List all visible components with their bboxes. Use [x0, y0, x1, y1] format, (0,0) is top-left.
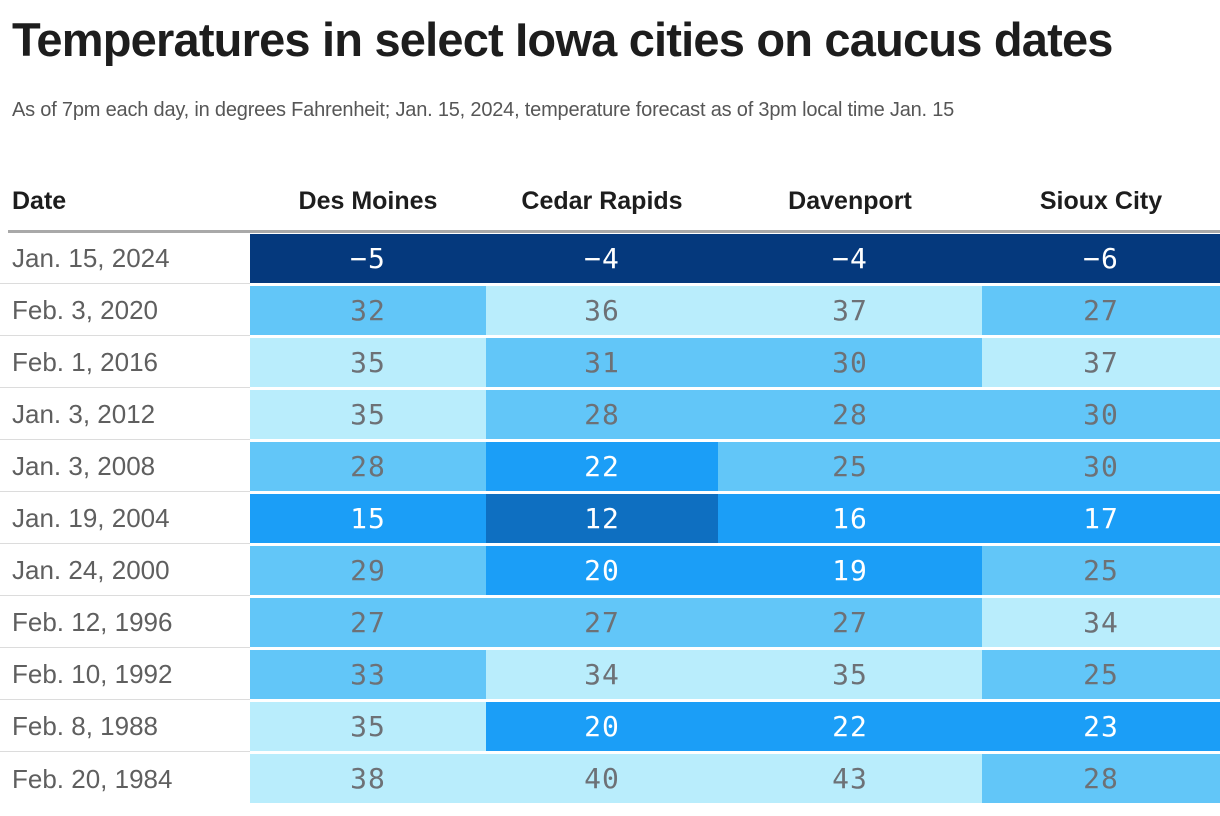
temp-cell: 30 — [982, 390, 1220, 439]
table-header: Date Des Moines Cedar Rapids Davenport S… — [0, 182, 1220, 216]
table-row: Feb. 8, 1988 35 20 22 23 — [0, 702, 1220, 754]
temp-cell: 25 — [718, 442, 982, 491]
temp-cell: −4 — [718, 234, 982, 283]
page-title: Temperatures in select Iowa cities on ca… — [12, 13, 1113, 66]
column-header-date: Date — [12, 187, 67, 215]
temp-cell: 35 — [250, 390, 486, 439]
temp-cell: 36 — [486, 286, 718, 335]
temp-cell: 22 — [718, 702, 982, 751]
temp-cell: 25 — [982, 650, 1220, 699]
temp-cell: 29 — [250, 546, 486, 595]
temp-cell: 37 — [982, 338, 1220, 387]
temp-cell: 43 — [718, 754, 982, 803]
table-row: Feb. 1, 2016 35 31 30 37 — [0, 338, 1220, 390]
temp-cell: −6 — [982, 234, 1220, 283]
temp-cell: 28 — [250, 442, 486, 491]
row-date-label: Jan. 3, 2012 — [0, 390, 250, 440]
table-row: Jan. 15, 2024 −5 −4 −4 −6 — [0, 234, 1220, 286]
temp-cell: 37 — [718, 286, 982, 335]
temp-cell: −4 — [486, 234, 718, 283]
row-date-label: Feb. 1, 2016 — [0, 338, 250, 388]
header-divider — [8, 230, 1220, 233]
table-row: Feb. 10, 1992 33 34 35 25 — [0, 650, 1220, 702]
temp-cell: 28 — [718, 390, 982, 439]
temp-cell: 28 — [486, 390, 718, 439]
temp-cell: 33 — [250, 650, 486, 699]
temp-cell: 20 — [486, 546, 718, 595]
row-date-label: Jan. 15, 2024 — [0, 234, 250, 284]
temp-cell: 27 — [250, 598, 486, 647]
temp-cell: 22 — [486, 442, 718, 491]
temp-cell: 30 — [718, 338, 982, 387]
row-date-label: Feb. 20, 1984 — [12, 763, 173, 794]
column-header-cedar-rapids: Cedar Rapids — [521, 187, 683, 215]
chart-subtitle: As of 7pm each day, in degrees Fahrenhei… — [12, 99, 955, 121]
table-row: Jan. 3, 2008 28 22 25 30 — [0, 442, 1220, 494]
table-row: Jan. 24, 2000 29 20 19 25 — [0, 546, 1220, 598]
temp-cell: 12 — [486, 494, 718, 543]
temp-cell: 35 — [718, 650, 982, 699]
column-header-des-moines: Des Moines — [298, 187, 438, 215]
temp-cell: 38 — [250, 754, 486, 803]
temp-cell: 32 — [250, 286, 486, 335]
temp-cell: 27 — [718, 598, 982, 647]
temp-cell: 17 — [982, 494, 1220, 543]
table-row: Feb. 12, 1996 27 27 27 34 — [0, 598, 1220, 650]
temp-cell: 35 — [250, 702, 486, 751]
temp-cell: 34 — [486, 650, 718, 699]
temp-cell: 19 — [718, 546, 982, 595]
table-row: Feb. 3, 2020 32 36 37 27 — [0, 286, 1220, 338]
temp-cell: −5 — [250, 234, 486, 283]
table-row: Jan. 3, 2012 35 28 28 30 — [0, 390, 1220, 442]
temp-cell: 35 — [250, 338, 486, 387]
row-date-label: Feb. 8, 1988 — [0, 702, 250, 752]
column-header-davenport: Davenport — [788, 187, 912, 215]
row-date-label: Feb. 3, 2020 — [0, 286, 250, 336]
column-header-sioux-city: Sioux City — [1039, 187, 1163, 215]
temp-cell: 27 — [486, 598, 718, 647]
temp-cell: 16 — [718, 494, 982, 543]
row-date-label: Feb. 12, 1996 — [0, 598, 250, 648]
temp-cell: 25 — [982, 546, 1220, 595]
row-date-label: Jan. 19, 2004 — [0, 494, 250, 544]
temp-cell: 34 — [982, 598, 1220, 647]
heatmap-table-body: Jan. 15, 2024 −5 −4 −4 −6 Feb. 3, 2020 32 36 37 2… — [0, 234, 1220, 806]
temp-cell: 15 — [250, 494, 486, 543]
table-row: Feb. 20, 1984 38 40 43 28 — [0, 754, 1220, 806]
temp-cell: 30 — [982, 442, 1220, 491]
temp-cell: 28 — [982, 754, 1220, 803]
temp-cell: 40 — [486, 754, 718, 803]
row-date-label: Jan. 24, 2000 — [0, 546, 250, 596]
temp-cell: 27 — [982, 286, 1220, 335]
temp-cell: 23 — [982, 702, 1220, 751]
temp-cell: 20 — [486, 702, 718, 751]
row-date-label: Feb. 10, 1992 — [0, 650, 250, 700]
row-date-label: Jan. 3, 2008 — [0, 442, 250, 492]
table-row: Jan. 19, 2004 15 12 16 17 — [0, 494, 1220, 546]
temp-cell: 31 — [486, 338, 718, 387]
